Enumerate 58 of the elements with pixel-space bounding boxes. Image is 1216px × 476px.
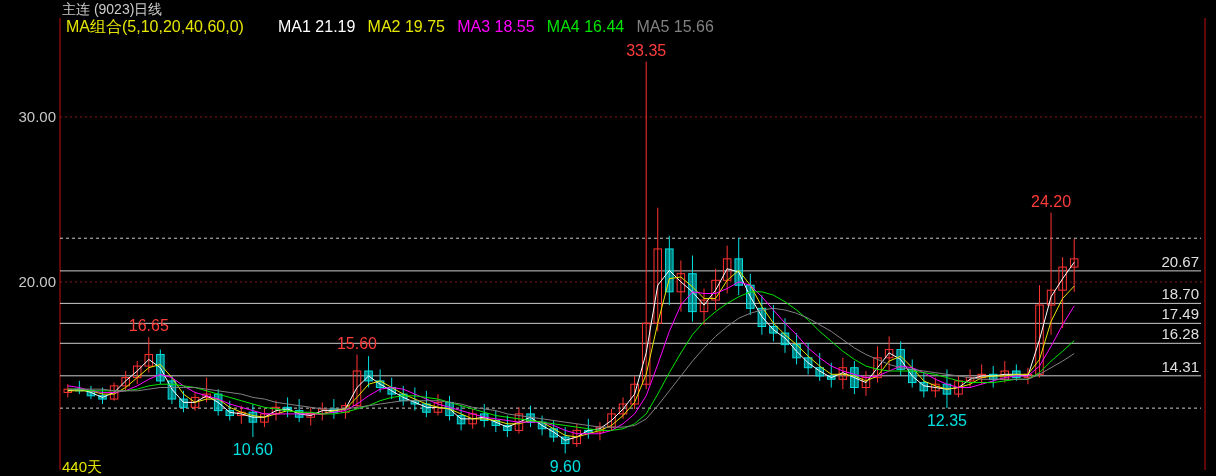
candlestick: [595, 421, 605, 441]
candlestick: [237, 405, 246, 425]
candlestick: [514, 406, 524, 435]
candlestick: [572, 423, 582, 448]
candlestick: [1058, 256, 1067, 329]
candlestick: [653, 207, 663, 332]
annotation: 9.60: [549, 457, 581, 475]
candlestick: [468, 408, 477, 430]
candlestick: [1000, 360, 1010, 384]
ref-line-label: 17.49: [1161, 305, 1199, 323]
candlestick: [202, 377, 211, 403]
candlestick: [1069, 238, 1079, 293]
candlestick: [861, 370, 871, 397]
ref-line-label: 14.31: [1161, 357, 1199, 375]
text: MA4 16.44: [546, 18, 625, 35]
candlestick: [121, 370, 130, 392]
chart-title: 主连 (9023)日线: [62, 1, 163, 17]
candlestick: [931, 377, 940, 398]
candlestick: [965, 368, 975, 389]
ref-line-label: 20.67: [1161, 252, 1199, 270]
text: MA3 18.55: [457, 18, 535, 35]
candlestick: [676, 260, 686, 313]
y-tick-label: 30.00: [18, 108, 56, 126]
candlestick: [607, 408, 616, 431]
candlestick: [665, 235, 674, 306]
legend-title: MA组合(5,10,20,40,60,0): [66, 18, 244, 35]
candlestick: [838, 357, 848, 390]
candlestick: [109, 382, 119, 402]
annotation: 12.35: [926, 412, 968, 430]
candlestick: [873, 345, 882, 384]
candlestick: [722, 245, 732, 294]
y-tick-label: 20.00: [18, 273, 56, 291]
text: MA2 19.75: [367, 18, 446, 35]
candlestick: [1046, 212, 1056, 336]
candlestick: [884, 335, 894, 372]
candlestick: [954, 375, 963, 398]
candlestick: [1035, 284, 1044, 379]
annotation: 24.20: [1031, 192, 1072, 210]
text: MA1 21.19: [278, 18, 356, 35]
ref-line-label: 18.70: [1161, 285, 1199, 303]
candlestick: [433, 393, 443, 417]
annotation: 33.35: [626, 41, 667, 59]
candlestick: [132, 360, 142, 385]
candlestick: [190, 391, 200, 412]
candlestick: [711, 268, 720, 311]
annotation: 10.60: [232, 441, 274, 459]
candlestick: [630, 375, 639, 410]
candlestick: [144, 336, 154, 374]
candlestick: [618, 396, 628, 420]
candlestick: [352, 354, 362, 410]
candlestick: [641, 61, 651, 390]
ref-line-label: 16.28: [1161, 325, 1199, 343]
candlestick: [260, 408, 269, 428]
text: MA5 15.66: [636, 18, 714, 35]
candlestick: [318, 401, 327, 422]
candlestick: [699, 288, 709, 326]
annotation: 440天: [62, 458, 103, 475]
candlestick: [271, 400, 281, 422]
